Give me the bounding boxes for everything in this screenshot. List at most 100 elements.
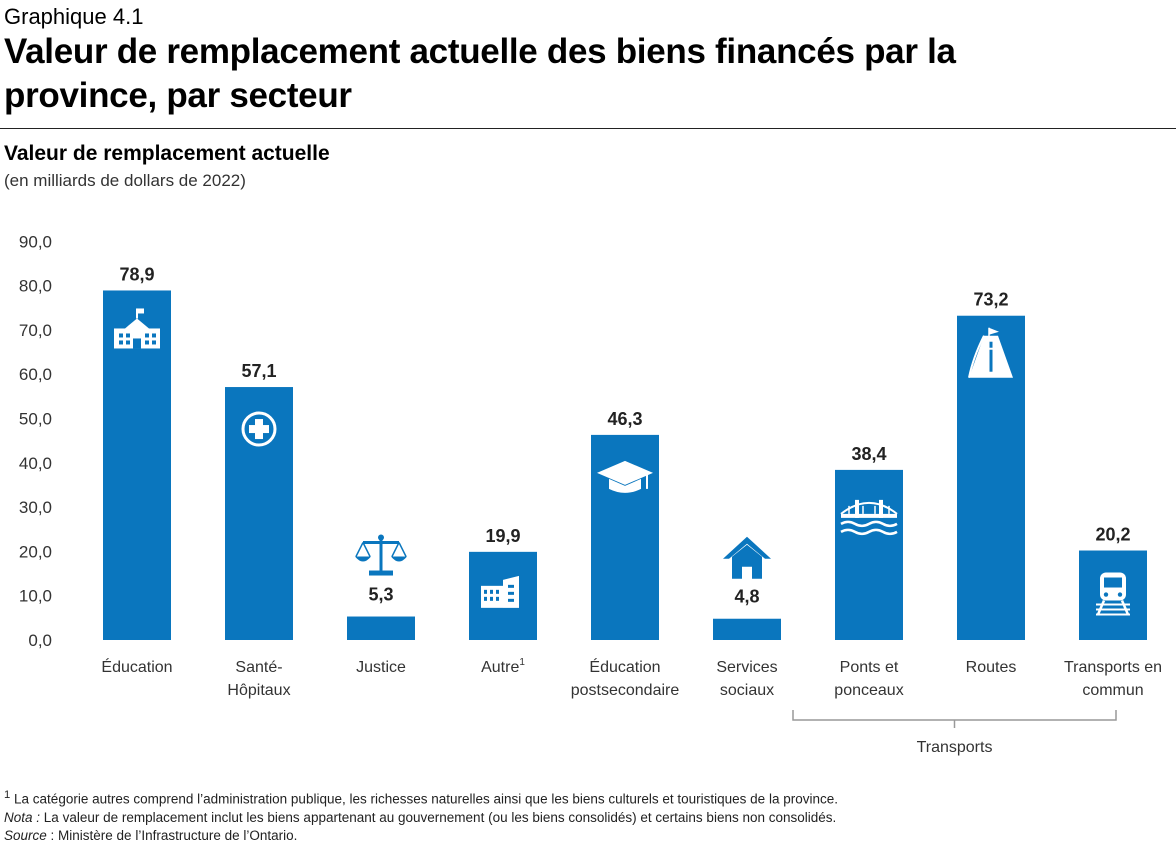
chart-title: Valeur de remplacement actuelle: [4, 142, 330, 165]
house-roof: [723, 536, 771, 559]
road-flag: [989, 327, 999, 335]
cap-crown: [609, 478, 641, 493]
train-window: [1104, 577, 1122, 588]
water-wave: [840, 520, 898, 528]
data-label: 38,4: [851, 444, 886, 464]
health-cross-h: [249, 425, 269, 434]
category-label: Éducation: [589, 657, 660, 676]
building-window: [496, 596, 499, 601]
data-label: 78,9: [119, 264, 154, 284]
data-label: 73,2: [973, 290, 1008, 310]
category-label: Transports en: [1064, 659, 1162, 676]
health-cross-icon: [241, 411, 277, 447]
bar: [835, 469, 903, 640]
y-tick-label: 0,0: [28, 631, 52, 650]
graph-number: Graphique 4.1: [4, 4, 144, 29]
y-tick-label: 90,0: [19, 232, 52, 251]
building-window: [484, 596, 487, 601]
scales-string: [398, 542, 407, 557]
scales-pan-right: [391, 556, 407, 562]
school-door: [133, 338, 141, 349]
page-title: Valeur de remplacement actuelle des bien…: [4, 32, 956, 115]
school-window: [126, 333, 130, 338]
road-centerline: [989, 349, 993, 360]
y-tick-label: 50,0: [19, 410, 52, 429]
water-wave: [840, 528, 898, 536]
nota-label: Nota :: [4, 809, 41, 825]
building-window: [508, 584, 514, 588]
bar-chart: 90,0 80,0 70,0 60,0 50,0 40,0 30,0 20,0 10,0 0,0 7…: [19, 232, 1162, 756]
footnote-mark: 1: [4, 789, 11, 801]
footnote-text: La catégorie autres comprend l’administr…: [14, 791, 838, 807]
y-tick-label: 80,0: [19, 277, 52, 296]
bridge-icon: [840, 499, 898, 536]
bar: [713, 618, 781, 640]
y-tick-label: 20,0: [19, 542, 52, 561]
train-light: [1103, 592, 1109, 597]
school-window: [119, 333, 123, 338]
bridge-tower: [855, 499, 859, 518]
building-window: [490, 596, 493, 601]
scales-string: [391, 542, 400, 557]
chart-notes: 1 La catégorie autres comprend l’adminis…: [4, 786, 1174, 845]
category-label: Routes: [966, 659, 1017, 676]
data-label: 4,8: [734, 587, 759, 607]
group-bracket-label: Transports: [917, 739, 993, 756]
school-window: [145, 340, 149, 345]
train-rail: [1120, 600, 1130, 616]
category-label: Éducation: [101, 657, 172, 676]
bar: [103, 290, 171, 640]
category-label: commun: [1082, 682, 1143, 699]
train-rail: [1096, 600, 1106, 616]
health-ring: [241, 411, 277, 447]
category-label: Ponts et: [840, 659, 899, 676]
school-window: [126, 340, 130, 345]
category-label: Santé-: [235, 659, 282, 676]
graduation-cap-icon: [597, 460, 653, 493]
scales-pan-left: [355, 556, 371, 562]
scales-string: [362, 542, 371, 557]
group-bracket: [792, 710, 1117, 728]
scales-icon: [355, 534, 407, 576]
y-tick-label: 40,0: [19, 454, 52, 473]
house-body: [732, 544, 762, 579]
category-label: Justice: [356, 659, 406, 676]
cap-board: [597, 460, 653, 485]
road-centerline: [989, 341, 993, 348]
y-tick-label: 60,0: [19, 365, 52, 384]
category-label: Hôpitaux: [227, 682, 290, 699]
bridge-tower: [879, 499, 883, 518]
building-window: [508, 598, 514, 602]
footnote: 1 La catégorie autres comprend l’adminis…: [4, 786, 1174, 809]
school-flag: [137, 308, 144, 314]
source-label: Source: [4, 827, 47, 843]
bar: [347, 616, 415, 640]
bridge-deck: [841, 513, 897, 518]
school-window: [152, 333, 156, 338]
data-label: 19,9: [485, 526, 520, 546]
building-window: [496, 589, 499, 594]
data-label: 57,1: [241, 361, 276, 381]
house-icon: [723, 536, 771, 579]
school-roof: [125, 318, 149, 329]
train-light: [1117, 592, 1123, 597]
building-window: [508, 591, 514, 595]
y-tick-label: 30,0: [19, 498, 52, 517]
road-centerline: [989, 357, 993, 372]
data-label: 5,3: [368, 585, 393, 605]
school-window: [145, 333, 149, 338]
road-edge: [968, 335, 985, 378]
category-label: Services: [716, 659, 777, 676]
nota: Nota : La valeur de remplacement inclut …: [4, 809, 1174, 827]
scales-top: [378, 534, 384, 541]
building-window: [490, 589, 493, 594]
y-tick-label: 10,0: [19, 587, 52, 606]
chart-units: (en milliards de dollars de 2022): [4, 171, 246, 190]
school-window: [152, 340, 156, 345]
bridge-arch: [840, 502, 898, 515]
source-text: : Ministère de l’Infrastructure de l’Ont…: [46, 827, 298, 843]
source: Source : Ministère de l’Infrastructure d…: [4, 827, 1174, 845]
category-label: sociaux: [720, 682, 774, 699]
title-divider: [0, 128, 1176, 129]
nota-text: La valeur de remplacement inclut les bie…: [43, 809, 837, 825]
